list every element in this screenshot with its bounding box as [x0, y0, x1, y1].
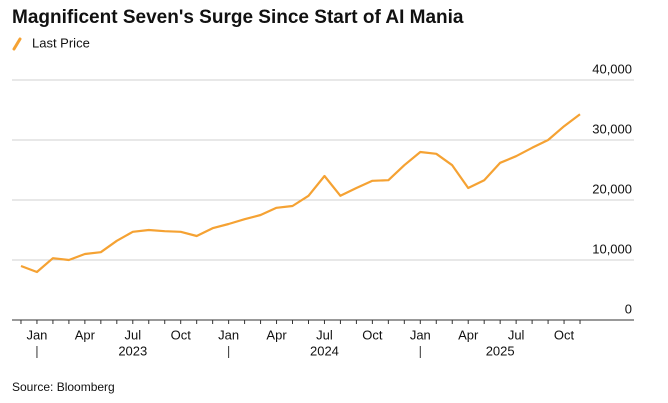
year-label: 2024	[310, 343, 339, 358]
x-tick-label: Jan	[410, 327, 431, 342]
legend-swatch	[12, 37, 22, 51]
x-tick-label: Jan	[218, 327, 239, 342]
legend-label: Last Price	[32, 35, 90, 50]
x-tick-label: Apr	[458, 327, 479, 342]
year-label: 2025	[486, 343, 515, 358]
source-note: Source: Bloomberg	[12, 380, 115, 394]
y-tick-label: 10,000	[592, 241, 632, 256]
x-tick-label: Oct	[171, 327, 192, 342]
y-tick-label: 20,000	[592, 181, 632, 196]
year-label: 2023	[118, 343, 147, 358]
x-tick-label: Oct	[554, 327, 575, 342]
x-tick-label: Jan	[26, 327, 47, 342]
y-tick-label: 30,000	[592, 121, 632, 136]
price-line	[20, 113, 581, 274]
x-tick-label: Jul	[508, 327, 525, 342]
x-tick-label: Apr	[75, 327, 96, 342]
y-tick-label: 0	[625, 301, 632, 316]
x-tick-label: Oct	[362, 327, 383, 342]
x-tick-label: Apr	[266, 327, 287, 342]
y-tick-label: 40,000	[592, 61, 632, 76]
x-tick-label: Jul	[316, 327, 333, 342]
x-tick-label: Jul	[124, 327, 141, 342]
chart-title: Magnificent Seven's Surge Since Start of…	[12, 7, 464, 28]
